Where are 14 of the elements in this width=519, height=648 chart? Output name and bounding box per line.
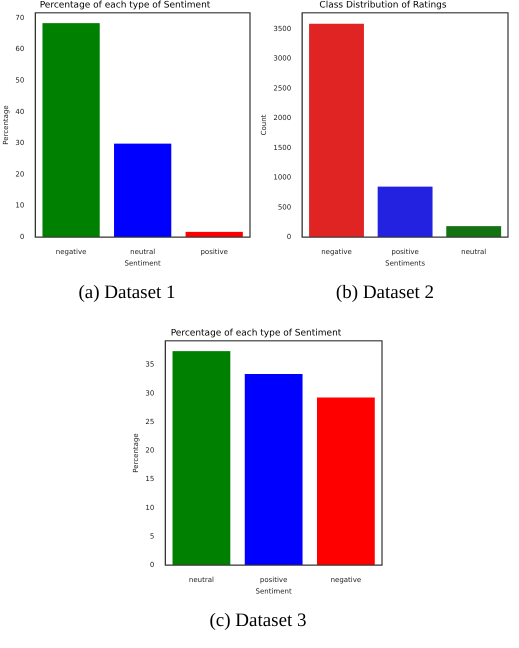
bar [244, 374, 303, 566]
bar [446, 226, 502, 238]
chart-title: Percentage of each type of Sentiment [40, 0, 211, 11]
text: (a) Dataset 1 [77, 282, 177, 304]
chart-title: Class Distribution of Ratings [319, 0, 447, 11]
bar [316, 397, 375, 566]
bar [309, 24, 364, 238]
text: (c) Dataset 3 [208, 610, 308, 632]
bar [378, 186, 433, 238]
bar [114, 144, 172, 238]
bar [42, 23, 100, 238]
bar [172, 351, 230, 566]
text: (b) Dataset 2 [334, 282, 436, 304]
chart-title: Percentage of each type of Sentiment [170, 328, 342, 339]
